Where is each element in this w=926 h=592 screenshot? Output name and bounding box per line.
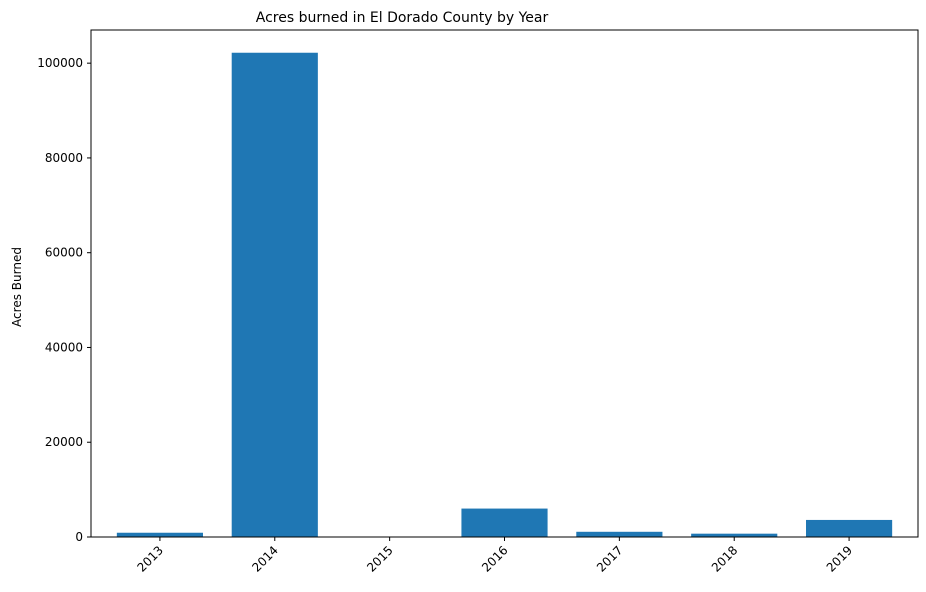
y-tick-label: 80000 — [45, 151, 83, 165]
plot-frame — [90, 29, 919, 538]
x-tick-label: 2017 — [594, 543, 625, 574]
y-tick-label: 60000 — [45, 246, 83, 260]
chart-title: Acres burned in El Dorado County by Year — [256, 10, 549, 26]
bar-2013 — [116, 532, 203, 537]
bars-group — [116, 52, 893, 538]
y-tick-label: 20000 — [45, 435, 83, 449]
y-axis-label: Acres Burned — [10, 247, 24, 327]
y-tick-label: 0 — [75, 530, 83, 544]
bar-2017 — [576, 531, 663, 537]
x-tick-label: 2019 — [824, 543, 855, 574]
x-tick-label: 2013 — [135, 543, 166, 574]
x-tick-label: 2016 — [479, 543, 510, 574]
x-tick-label: 2014 — [249, 543, 280, 574]
bar-2014 — [231, 52, 318, 538]
bar-2018 — [691, 533, 778, 537]
x-tick-label: 2018 — [709, 543, 740, 574]
bar-2019 — [806, 519, 893, 537]
bar-2016 — [461, 508, 548, 537]
y-axis: 0 20000 40000 60000 80000 100000 — [37, 56, 91, 544]
y-tick-label: 40000 — [45, 340, 83, 354]
x-tick-label: 2015 — [364, 543, 395, 574]
x-axis: 2013 2014 2015 2016 2017 2018 2019 — [135, 537, 855, 575]
y-tick-label: 100000 — [37, 56, 83, 70]
